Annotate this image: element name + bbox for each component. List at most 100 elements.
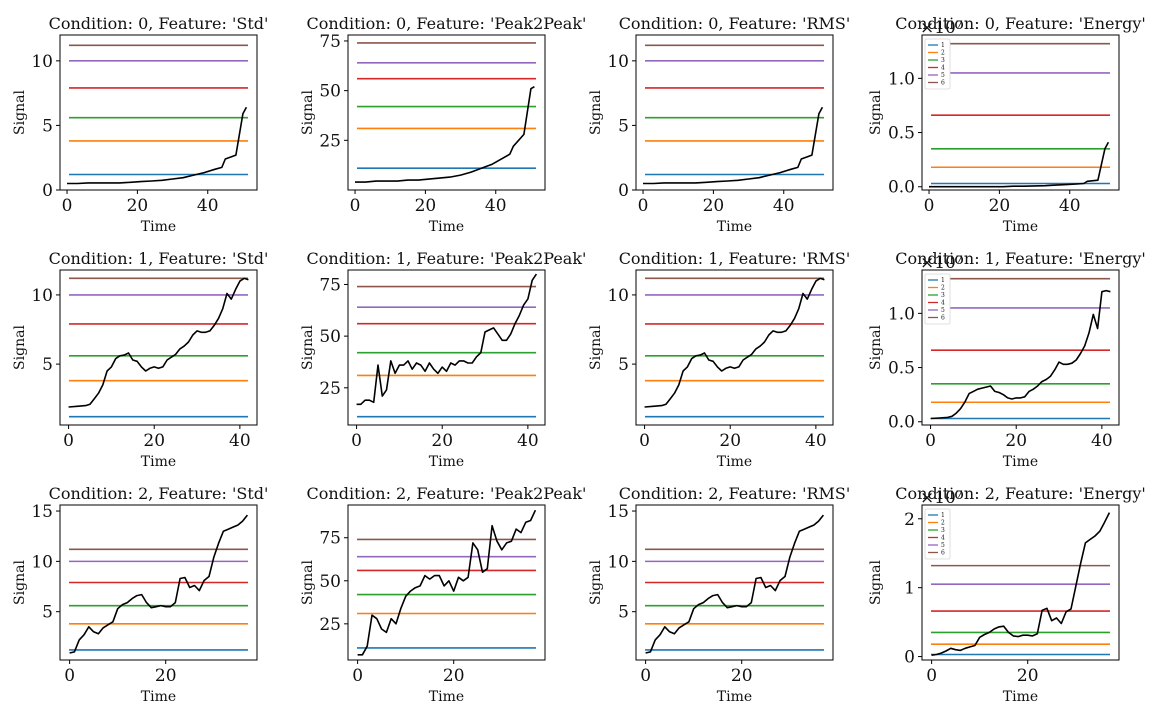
legend-label: 1: [941, 42, 945, 49]
y-tick-label: 75: [319, 529, 341, 549]
x-tick-label: 0: [638, 196, 649, 216]
x-tick-label: 0: [350, 196, 361, 216]
y-tick-label: 5: [42, 603, 53, 623]
signal-line: [68, 277, 249, 408]
legend-label: 5: [941, 542, 945, 549]
signal-line: [356, 273, 538, 406]
y-tick-label: 5: [618, 116, 629, 136]
axes-frame: [59, 504, 258, 661]
y-tick-label: 10: [607, 52, 629, 72]
y-tick-label: 5: [42, 355, 53, 375]
y-tick-label: 0.5: [888, 124, 915, 144]
y-offset-text: ×10⁷: [920, 488, 963, 508]
x-tick-label: 20: [143, 431, 165, 451]
y-axis-label: Signal: [868, 560, 884, 605]
subplot-6: Condition: 1, Feature: 'Peak2Peak' 0 20 40 2…: [300, 249, 586, 470]
legend-frame: [924, 38, 951, 90]
x-tick-label: 0: [640, 666, 651, 686]
x-tick-label: 0: [64, 666, 75, 686]
y-tick-label: 15: [31, 502, 53, 522]
x-tick-label: 0: [926, 666, 937, 686]
signal-line: [67, 106, 248, 185]
x-axis-label: Time: [1003, 689, 1038, 705]
x-axis-label: Time: [717, 219, 752, 235]
y-axis-label: Signal: [12, 560, 28, 605]
legend-label: 6: [941, 550, 945, 557]
x-tick-label: 20: [1017, 666, 1039, 686]
x-axis-label: Time: [1003, 454, 1038, 470]
x-axis-label: Time: [717, 454, 752, 470]
x-tick-label: 20: [703, 196, 725, 216]
x-tick-label: 0: [925, 431, 936, 451]
x-axis-label: Time: [141, 689, 176, 705]
legend-label: 2: [941, 285, 945, 292]
y-tick-label: 25: [319, 379, 341, 399]
axes-frame: [347, 504, 546, 661]
x-tick-label: 20: [443, 666, 465, 686]
x-axis-label: Time: [1003, 219, 1038, 235]
axes-frame: [347, 34, 546, 191]
signal-line: [930, 289, 1111, 420]
y-tick-label: 5: [618, 355, 629, 375]
axes-frame: [635, 269, 834, 426]
legend-label: 4: [941, 535, 945, 542]
signal-line: [69, 514, 249, 654]
y-axis-label: Signal: [588, 90, 604, 135]
subplot-title: Condition: 0, Feature: 'RMS': [619, 14, 851, 33]
x-tick-label: 20: [989, 196, 1011, 216]
legend-label: 6: [941, 315, 945, 322]
x-tick-label: 40: [1091, 431, 1113, 451]
y-tick-label: 0: [904, 648, 915, 668]
subplot-5: Condition: 1, Feature: 'Std' 0 20 40 5 10 Time…: [12, 249, 268, 470]
y-offset-text: ×10⁷: [920, 18, 963, 38]
signal-line: [929, 141, 1110, 188]
axes-frame: [59, 34, 258, 191]
y-tick-label: 2: [904, 510, 915, 530]
x-tick-label: 20: [1005, 431, 1027, 451]
x-tick-label: 40: [773, 196, 795, 216]
y-tick-label: 0.0: [888, 413, 915, 433]
legend-label: 2: [941, 520, 945, 527]
y-tick-label: 10: [607, 286, 629, 306]
subplot-title: Condition: 1, Feature: 'RMS': [619, 249, 851, 268]
x-tick-label: 40: [197, 196, 219, 216]
x-tick-label: 0: [639, 431, 650, 451]
subplot-title: Condition: 0, Feature: 'Energy': [895, 14, 1146, 33]
subplot-title: Condition: 2, Feature: 'RMS': [619, 484, 851, 503]
subplot-12: Condition: 2, Feature: 'Energy'0 20012Tim…: [868, 484, 1146, 705]
y-tick-label: 25: [319, 615, 341, 635]
x-tick-label: 40: [805, 431, 827, 451]
y-axis-label: Signal: [12, 325, 28, 370]
y-tick-label: 5: [42, 116, 53, 136]
signal-line: [644, 277, 825, 408]
axes-frame: [635, 504, 834, 661]
y-tick-label: 10: [31, 52, 53, 72]
x-axis-label: Time: [717, 689, 752, 705]
y-tick-label: 0.5: [888, 359, 915, 379]
x-axis-label: Time: [141, 454, 176, 470]
y-tick-label: 10: [607, 552, 629, 572]
subplot-title: Condition: 0, Feature: 'Std': [49, 14, 269, 33]
subplot-10: Condition: 2, Feature: 'Peak2Peak' 0 20 25 5…: [300, 484, 586, 705]
signal-line: [645, 514, 825, 654]
y-tick-label: 5: [618, 603, 629, 623]
axes-frame: [59, 269, 258, 426]
x-axis-label: Time: [429, 219, 464, 235]
y-axis-label: Signal: [868, 90, 884, 135]
subplot-title: Condition: 2, Feature: 'Peak2Peak': [307, 484, 587, 503]
legend-label: 5: [941, 307, 945, 314]
y-tick-label: 1: [904, 579, 915, 599]
x-tick-label: 0: [352, 666, 363, 686]
y-tick-label: 15: [607, 502, 629, 522]
x-axis-label: Time: [429, 454, 464, 470]
x-tick-label: 20: [719, 431, 741, 451]
axes-frame: [921, 269, 1120, 426]
subplot-4: Condition: 0, Feature: 'Energy' 0 20 40 0.0 0…: [868, 14, 1146, 235]
x-tick-label: 20: [415, 196, 437, 216]
y-tick-label: 10: [31, 286, 53, 306]
subplot-2: Condition: 0, Feature: 'Peak2Peak' 0 20 40 2…: [300, 14, 586, 235]
